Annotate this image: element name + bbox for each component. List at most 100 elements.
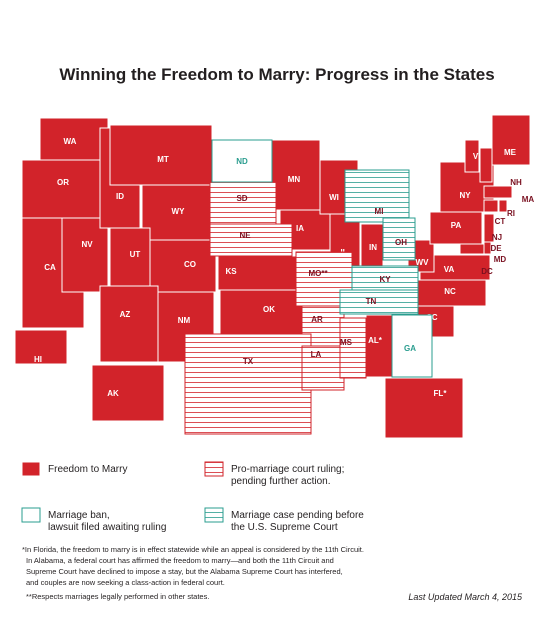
state-label: OR bbox=[57, 178, 69, 187]
legend-label: Marriage ban, bbox=[48, 510, 110, 521]
state-label: NM bbox=[178, 316, 191, 325]
state bbox=[483, 185, 513, 199]
legend: Freedom to Marry Pro-marriage court rulin… bbox=[21, 461, 364, 533]
state bbox=[491, 114, 531, 166]
state bbox=[459, 243, 485, 255]
state-label: KY bbox=[379, 275, 391, 284]
state bbox=[14, 329, 68, 365]
state-label: DE bbox=[490, 244, 502, 253]
state-label: AK bbox=[107, 389, 119, 398]
legend-label: lawsuit filed awaiting ruling bbox=[48, 522, 166, 533]
footnote: In Alabama, a federal court has affirmed… bbox=[26, 556, 334, 565]
state-label: TX bbox=[243, 357, 254, 366]
state bbox=[339, 289, 419, 315]
state-label: AL* bbox=[368, 336, 383, 345]
state bbox=[382, 217, 416, 261]
state-label: OH bbox=[395, 238, 407, 247]
state-label: WY bbox=[172, 207, 186, 216]
state bbox=[479, 147, 493, 183]
legend-label: pending further action. bbox=[231, 476, 331, 487]
state-label: PA bbox=[451, 221, 462, 230]
state-label: WI bbox=[329, 193, 339, 202]
footnote: **Respects marriages legally performed i… bbox=[26, 592, 209, 601]
state bbox=[61, 217, 109, 293]
state-label: VT bbox=[473, 152, 483, 161]
state-label: CO bbox=[184, 260, 196, 269]
state-label: NV bbox=[81, 240, 93, 249]
state-label: MO** bbox=[308, 269, 328, 278]
state-label: CT bbox=[495, 217, 506, 226]
state-label: TN bbox=[366, 297, 377, 306]
legend-swatch bbox=[204, 507, 224, 523]
state bbox=[301, 345, 345, 391]
legend-label: Pro-marriage court ruling; bbox=[231, 464, 344, 475]
state bbox=[109, 227, 151, 287]
legend-label: Freedom to Marry bbox=[48, 464, 127, 475]
footnotes: *In Florida, the freedom to marry is in … bbox=[22, 545, 364, 601]
state bbox=[21, 159, 103, 219]
last-updated: Last Updated March 4, 2015 bbox=[408, 592, 523, 602]
legend-swatch bbox=[21, 461, 41, 477]
state-label: WA bbox=[64, 137, 77, 146]
state-label: MA bbox=[522, 195, 535, 204]
state-label: NY bbox=[459, 191, 471, 200]
state-label: MT bbox=[157, 155, 169, 164]
state-label: SD bbox=[236, 194, 247, 203]
state-label: FL* bbox=[434, 389, 448, 398]
map: WAORCANVIDMTWYUTCOAZNMKSOKMNIAWIILINAL*F… bbox=[14, 114, 535, 439]
state bbox=[217, 255, 297, 291]
state-label: NH bbox=[510, 178, 522, 187]
state-label: DC bbox=[481, 267, 493, 276]
title: Winning the Freedom to Marry: Progress i… bbox=[59, 65, 494, 84]
state bbox=[498, 199, 508, 213]
state bbox=[464, 139, 480, 173]
state-label: WV bbox=[416, 258, 430, 267]
footnote: Supreme Court have declined to impose a … bbox=[26, 567, 343, 576]
state-label: LA bbox=[311, 350, 322, 359]
footnote: and couples are now seeking a class-acti… bbox=[26, 578, 225, 587]
state-label: HI bbox=[34, 355, 42, 364]
state bbox=[209, 223, 293, 257]
state bbox=[184, 333, 312, 435]
state-label: MI bbox=[375, 207, 384, 216]
state-label: OK bbox=[263, 305, 275, 314]
state-label: UT bbox=[130, 250, 141, 259]
state-label: RI bbox=[507, 209, 515, 218]
state-label: MN bbox=[288, 175, 301, 184]
state bbox=[391, 314, 433, 378]
state-label: KS bbox=[225, 267, 237, 276]
state-label: MS bbox=[340, 338, 353, 347]
state bbox=[384, 377, 464, 439]
legend-swatch bbox=[21, 507, 41, 523]
state bbox=[339, 317, 367, 379]
state-label: IA bbox=[296, 224, 304, 233]
state-label: ND bbox=[236, 157, 248, 166]
state bbox=[109, 124, 213, 186]
state-label: VA bbox=[444, 265, 455, 274]
legend-swatch bbox=[204, 461, 224, 477]
state-label: GA bbox=[404, 344, 416, 353]
state-label: NE bbox=[239, 231, 251, 240]
state bbox=[211, 139, 273, 183]
legend-label: the U.S. Supreme Court bbox=[231, 522, 338, 533]
state bbox=[483, 199, 499, 213]
state bbox=[271, 139, 321, 211]
state bbox=[429, 211, 483, 245]
legend-label: Marriage case pending before bbox=[231, 510, 364, 521]
state bbox=[99, 285, 159, 363]
state-label: NJ bbox=[492, 233, 502, 242]
state-label: NC bbox=[444, 287, 456, 296]
state-label: AZ bbox=[120, 310, 131, 319]
footnote: *In Florida, the freedom to marry is in … bbox=[22, 545, 364, 554]
state bbox=[365, 314, 393, 378]
state bbox=[351, 265, 419, 291]
state-label: IN bbox=[369, 243, 377, 252]
state bbox=[344, 169, 410, 223]
state-label: ID bbox=[116, 192, 124, 201]
state bbox=[91, 364, 165, 422]
state-label: AR bbox=[311, 315, 323, 324]
state bbox=[149, 239, 217, 293]
state-label: ME bbox=[504, 148, 517, 157]
state-label: CA bbox=[44, 263, 56, 272]
